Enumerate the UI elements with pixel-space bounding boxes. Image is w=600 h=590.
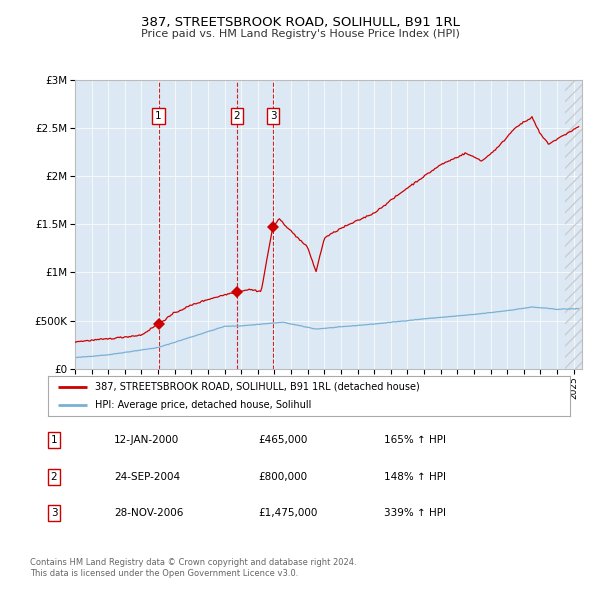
Text: 387, STREETSBROOK ROAD, SOLIHULL, B91 1RL: 387, STREETSBROOK ROAD, SOLIHULL, B91 1R… [140, 16, 460, 29]
Text: 28-NOV-2006: 28-NOV-2006 [114, 509, 184, 518]
Text: 1: 1 [155, 111, 162, 121]
Text: Price paid vs. HM Land Registry's House Price Index (HPI): Price paid vs. HM Land Registry's House … [140, 29, 460, 39]
Bar [565, 80, 590, 369]
Text: 165% ↑ HPI: 165% ↑ HPI [384, 435, 446, 445]
Text: 148% ↑ HPI: 148% ↑ HPI [384, 472, 446, 481]
Text: Contains HM Land Registry data © Crown copyright and database right 2024.
This d: Contains HM Land Registry data © Crown c… [30, 558, 356, 578]
Text: £1,475,000: £1,475,000 [258, 509, 317, 518]
Text: 12-JAN-2000: 12-JAN-2000 [114, 435, 179, 445]
Text: 24-SEP-2004: 24-SEP-2004 [114, 472, 180, 481]
Text: HPI: Average price, detached house, Solihull: HPI: Average price, detached house, Soli… [95, 400, 311, 410]
Text: 339% ↑ HPI: 339% ↑ HPI [384, 509, 446, 518]
Text: 2: 2 [50, 472, 58, 481]
Text: 3: 3 [50, 509, 58, 518]
Text: 387, STREETSBROOK ROAD, SOLIHULL, B91 1RL (detached house): 387, STREETSBROOK ROAD, SOLIHULL, B91 1R… [95, 382, 420, 392]
Text: £465,000: £465,000 [258, 435, 307, 445]
Text: 3: 3 [269, 111, 276, 121]
Text: 1: 1 [50, 435, 58, 445]
Text: 2: 2 [233, 111, 240, 121]
Text: £800,000: £800,000 [258, 472, 307, 481]
